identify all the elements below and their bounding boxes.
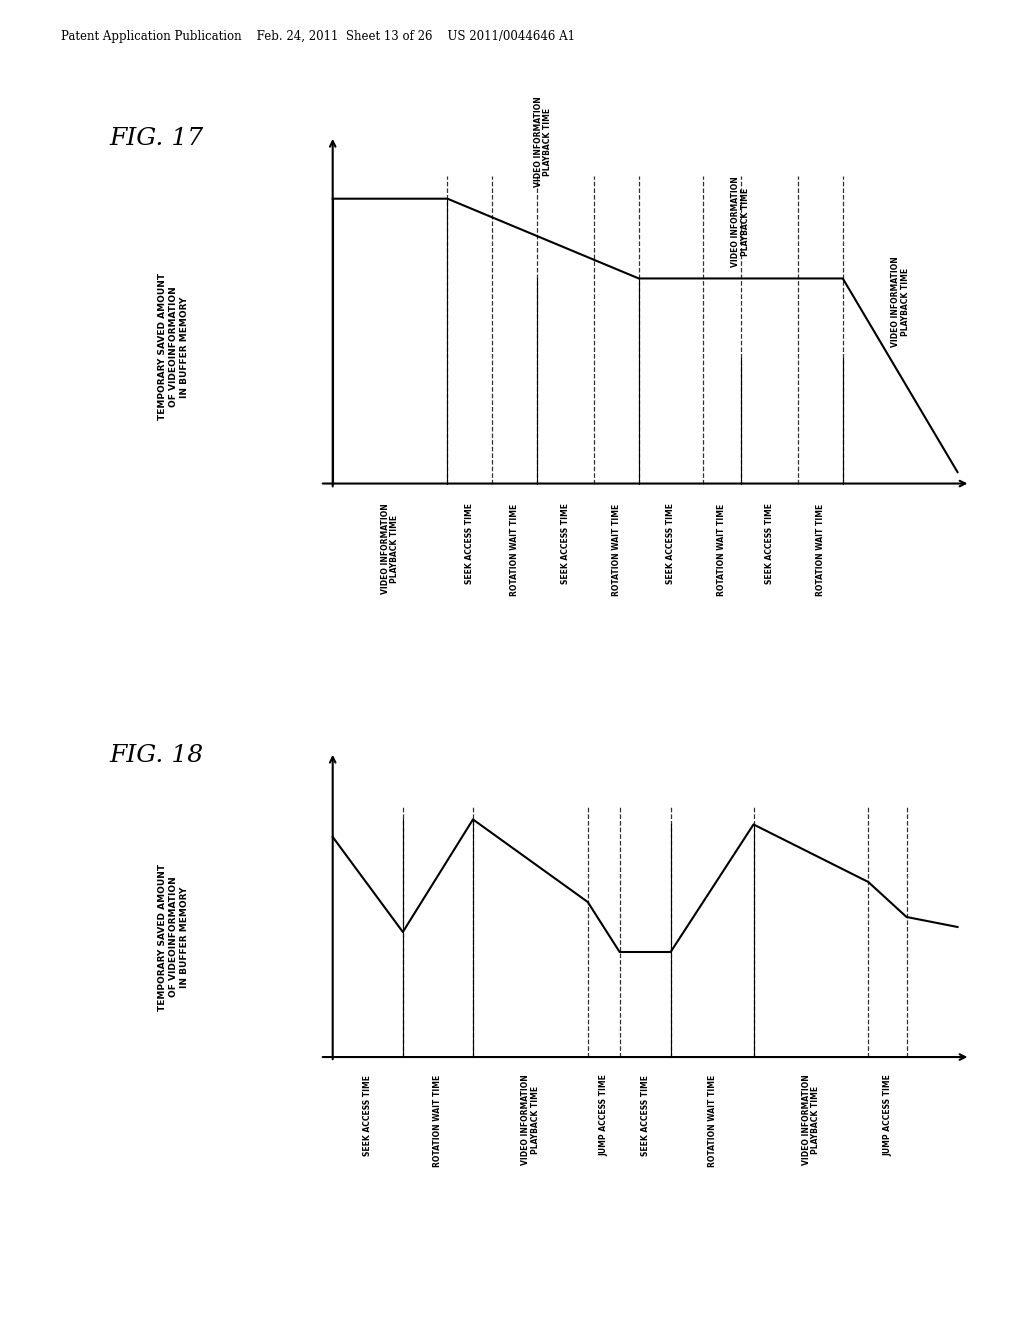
Text: SEEK ACCESS TIME: SEEK ACCESS TIME — [364, 1074, 373, 1155]
Text: ROTATION WAIT TIME: ROTATION WAIT TIME — [717, 503, 726, 595]
Bar — [402, 820, 473, 1057]
Bar — [333, 199, 447, 483]
Bar — [537, 279, 639, 483]
Text: JUMP ACCESS TIME: JUMP ACCESS TIME — [599, 1074, 608, 1156]
Text: FIG. 17: FIG. 17 — [110, 128, 204, 150]
Text: VIDEO INFORMATION
PLAYBACK TIME: VIDEO INFORMATION PLAYBACK TIME — [802, 1074, 820, 1166]
Text: VIDEO INFORMATION
PLAYBACK TIME: VIDEO INFORMATION PLAYBACK TIME — [891, 256, 909, 347]
Text: TEMPORARY SAVED AMOUNT
OF VIDEOINFORMATION
IN BUFFER MEMORY: TEMPORARY SAVED AMOUNT OF VIDEOINFORMATI… — [158, 273, 188, 420]
Text: SEEK ACCESS TIME: SEEK ACCESS TIME — [561, 503, 570, 585]
Text: SEEK ACCESS TIME: SEEK ACCESS TIME — [641, 1074, 649, 1155]
Text: ROTATION WAIT TIME: ROTATION WAIT TIME — [510, 503, 519, 595]
Text: VIDEO INFORMATION
PLAYBACK TIME: VIDEO INFORMATION PLAYBACK TIME — [731, 177, 751, 267]
Text: ROTATION WAIT TIME: ROTATION WAIT TIME — [708, 1074, 717, 1167]
Text: VIDEO INFORMATION
PLAYBACK TIME: VIDEO INFORMATION PLAYBACK TIME — [534, 96, 553, 187]
Text: VIDEO INFORMATION
PLAYBACK TIME: VIDEO INFORMATION PLAYBACK TIME — [381, 503, 399, 594]
Text: TEMPORARY SAVED AMOUNT
OF VIDEOINFORMATION
IN BUFFER MEMORY: TEMPORARY SAVED AMOUNT OF VIDEOINFORMATI… — [158, 863, 188, 1011]
Text: ROTATION WAIT TIME: ROTATION WAIT TIME — [612, 503, 621, 595]
Text: VIDEO INFORMATION
PLAYBACK TIME: VIDEO INFORMATION PLAYBACK TIME — [521, 1074, 540, 1166]
Text: SEEK ACCESS TIME: SEEK ACCESS TIME — [465, 503, 474, 585]
Text: SEEK ACCESS TIME: SEEK ACCESS TIME — [765, 503, 774, 585]
Text: SEEK ACCESS TIME: SEEK ACCESS TIME — [667, 503, 675, 585]
Text: JUMP ACCESS TIME: JUMP ACCESS TIME — [883, 1074, 892, 1156]
Bar — [740, 358, 843, 483]
Text: FIG. 18: FIG. 18 — [110, 744, 204, 767]
Text: ROTATION WAIT TIME: ROTATION WAIT TIME — [433, 1074, 442, 1167]
Text: Patent Application Publication    Feb. 24, 2011  Sheet 13 of 26    US 2011/00446: Patent Application Publication Feb. 24, … — [61, 30, 575, 44]
Text: ROTATION WAIT TIME: ROTATION WAIT TIME — [816, 503, 825, 595]
Bar — [671, 825, 754, 1057]
